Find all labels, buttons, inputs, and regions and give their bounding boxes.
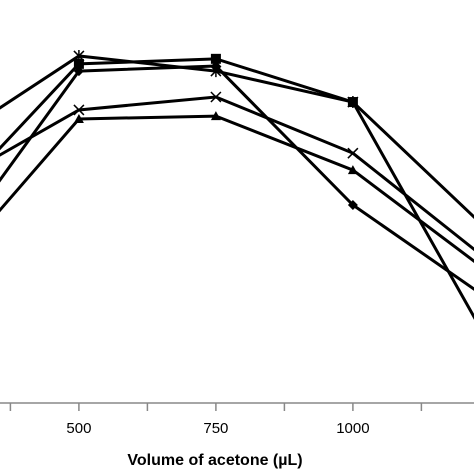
marker: [347, 165, 358, 175]
marker-shape: [347, 165, 358, 175]
marker: [73, 104, 85, 116]
marker-shape: [73, 66, 84, 77]
series-line: [0, 95, 474, 252]
marker-shape: [210, 111, 221, 121]
marker-shape: [347, 147, 359, 159]
marker-shape: [347, 97, 358, 108]
marker-shape: [73, 58, 84, 69]
series-line: [0, 64, 474, 291]
marker-shape: [210, 91, 222, 103]
marker-shape: [347, 200, 358, 210]
x-axis-title: Volume of acetone (µL): [127, 452, 302, 469]
marker: [347, 200, 358, 210]
x-tick-label: 1000: [336, 420, 369, 437]
x-tick-label: 750: [203, 420, 228, 437]
marker: [73, 66, 84, 77]
marker: [210, 111, 221, 121]
series-line: [0, 54, 474, 320]
marker: [347, 97, 358, 108]
series-line: [0, 114, 474, 263]
marker: [73, 58, 84, 69]
marker-shape: [73, 113, 84, 123]
marker: [210, 61, 221, 72]
marker-shape: [73, 104, 85, 116]
marker-shape: [210, 53, 221, 64]
marker: [210, 53, 221, 64]
marker: [347, 147, 359, 159]
marker-shape: [210, 61, 221, 72]
marker: [73, 113, 84, 123]
x-tick-label: 500: [66, 420, 91, 437]
marker: [210, 91, 222, 103]
